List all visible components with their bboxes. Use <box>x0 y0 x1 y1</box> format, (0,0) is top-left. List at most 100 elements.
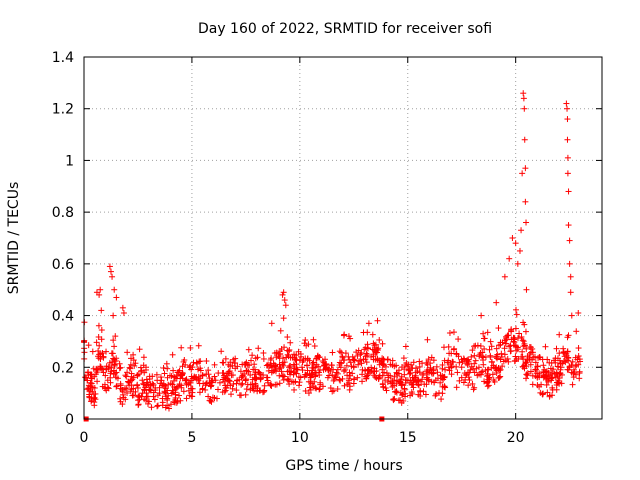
data-point <box>215 370 222 377</box>
peak-point <box>566 260 573 267</box>
data-point <box>96 351 103 358</box>
data-point <box>368 353 375 360</box>
data-point <box>139 377 146 384</box>
data-point <box>117 398 124 405</box>
data-point <box>458 374 465 381</box>
data-point <box>151 396 158 403</box>
peak-point <box>521 136 528 143</box>
data-point <box>521 321 528 328</box>
data-point <box>178 382 185 389</box>
data-point <box>357 357 364 364</box>
data-point <box>471 360 478 367</box>
data-point <box>456 359 463 366</box>
data-point <box>216 379 223 386</box>
data-point <box>570 366 577 373</box>
data-point <box>312 364 319 371</box>
data-point <box>539 356 546 363</box>
data-point <box>134 384 141 391</box>
data-point <box>350 356 357 363</box>
data-point <box>569 381 576 388</box>
data-point <box>255 369 262 376</box>
data-point <box>359 378 366 385</box>
data-point <box>393 377 400 384</box>
data-point <box>514 346 521 353</box>
data-point <box>519 337 526 344</box>
data-point <box>523 375 530 382</box>
data-point <box>222 385 229 392</box>
data-point <box>480 354 487 361</box>
data-point <box>91 384 98 391</box>
data-point <box>102 385 109 392</box>
data-point <box>544 389 551 396</box>
data-point <box>471 343 478 350</box>
data-point <box>414 368 421 375</box>
data-point <box>277 364 284 371</box>
peak-point <box>520 95 527 102</box>
data-point <box>293 352 300 359</box>
data-point <box>499 339 506 346</box>
data-point <box>190 359 197 366</box>
data-point <box>539 390 546 397</box>
data-point <box>340 368 347 375</box>
data-point <box>481 335 488 342</box>
peak-point <box>564 154 571 161</box>
data-point <box>565 332 572 339</box>
data-point <box>498 350 505 357</box>
data-point <box>126 379 133 386</box>
data-point <box>543 381 550 388</box>
data-point <box>406 379 413 386</box>
grid-lines <box>84 57 602 419</box>
data-point <box>542 368 549 375</box>
data-point <box>173 399 180 406</box>
data-point <box>475 364 482 371</box>
data-point <box>354 374 361 381</box>
data-point <box>316 386 323 393</box>
data-point <box>566 364 573 371</box>
data-point <box>472 357 479 364</box>
data-point <box>290 368 297 375</box>
data-point <box>84 377 91 384</box>
data-point <box>234 377 241 384</box>
data-point <box>232 365 239 372</box>
data-point <box>167 372 174 379</box>
data-point <box>561 353 568 360</box>
data-point <box>394 370 401 377</box>
data-point <box>562 359 569 366</box>
plot-frame <box>83 56 603 420</box>
peak-point <box>113 294 120 301</box>
data-point <box>512 325 519 332</box>
data-point <box>437 379 444 386</box>
data-point <box>169 387 176 394</box>
peak-point <box>567 273 574 280</box>
data-point <box>113 383 120 390</box>
data-point <box>573 328 580 335</box>
data-point <box>481 345 488 352</box>
data-point <box>498 353 505 360</box>
data-point <box>156 390 163 397</box>
data-point <box>139 390 146 397</box>
data-point <box>147 387 154 394</box>
data-point <box>329 349 336 356</box>
data-point <box>547 365 554 372</box>
data-point <box>463 372 470 379</box>
data-point <box>314 353 321 360</box>
data-point <box>157 374 164 381</box>
peak-point <box>280 289 287 296</box>
data-point <box>465 356 472 363</box>
data-point <box>479 368 486 375</box>
data-point <box>117 395 124 402</box>
data-point <box>445 364 452 371</box>
y-tick-label: 1 <box>65 153 74 169</box>
data-point <box>191 374 198 381</box>
data-point <box>104 377 111 384</box>
data-point <box>402 377 409 384</box>
data-point <box>276 380 283 387</box>
data-point <box>290 369 297 376</box>
data-point <box>317 379 324 386</box>
data-point <box>276 361 283 368</box>
data-point <box>102 372 109 379</box>
data-point <box>150 381 157 388</box>
data-point <box>130 351 137 358</box>
data-point <box>220 369 227 376</box>
data-point <box>281 359 288 366</box>
